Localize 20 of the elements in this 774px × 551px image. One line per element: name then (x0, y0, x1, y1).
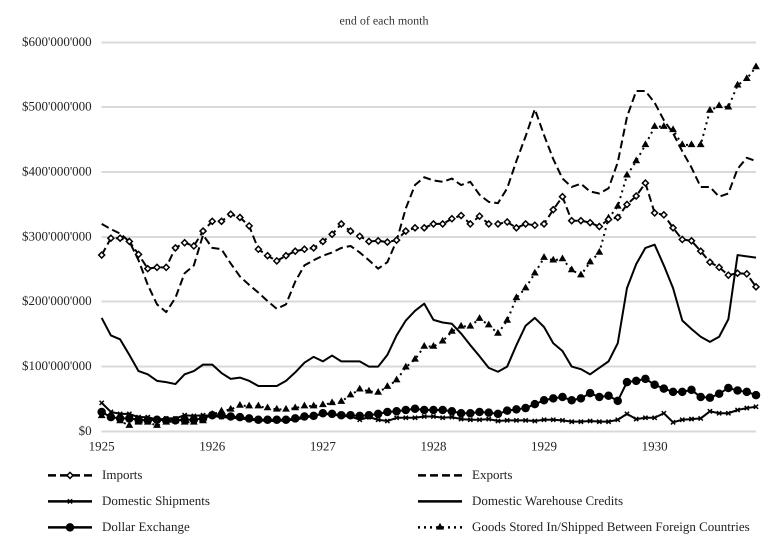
x-tick-label: 1926 (199, 438, 226, 454)
legend-label: Domestic Shipments (102, 492, 210, 508)
x-tick-label: 1928 (420, 438, 446, 454)
x-tick-label: 1930 (642, 438, 668, 454)
x-tick-label: 1925 (88, 438, 115, 454)
y-tick-label: $300'000'000 (22, 228, 92, 244)
y-tick-label: $0 (78, 422, 92, 438)
chart-title: end of each month (340, 13, 428, 28)
y-tick-label: $500'000'000 (22, 98, 92, 114)
legend-label: Exports (472, 466, 512, 482)
legend-label: Imports (102, 466, 142, 482)
x-tick-label: 1927 (310, 438, 336, 454)
x-tick-label: 1929 (531, 438, 558, 454)
y-tick-label: $100'000'000 (22, 358, 92, 373)
y-tick-label: $400'000'000 (22, 163, 92, 178)
y-tick-label: $600'000'000 (22, 34, 92, 49)
legend-label: Domestic Warehouse Credits (472, 492, 624, 508)
legend-label: Goods Stored In/Shipped Between Foreign Countries (472, 518, 750, 534)
y-tick-label: $200'000'000 (22, 293, 92, 308)
legend-label: Dollar Exchange (102, 518, 190, 534)
